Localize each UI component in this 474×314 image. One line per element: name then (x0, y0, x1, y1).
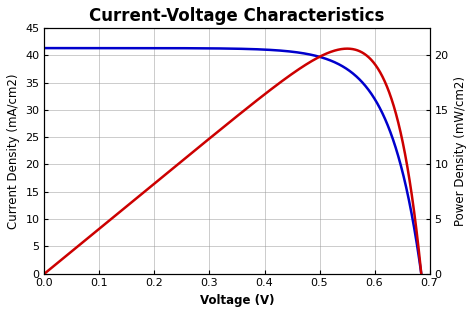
X-axis label: Voltage (V): Voltage (V) (200, 294, 274, 307)
Title: Current-Voltage Characteristics: Current-Voltage Characteristics (89, 7, 385, 25)
Y-axis label: Current Density (mA/cm2): Current Density (mA/cm2) (7, 73, 20, 229)
Y-axis label: Power Density (mW/cm2): Power Density (mW/cm2) (454, 76, 467, 226)
